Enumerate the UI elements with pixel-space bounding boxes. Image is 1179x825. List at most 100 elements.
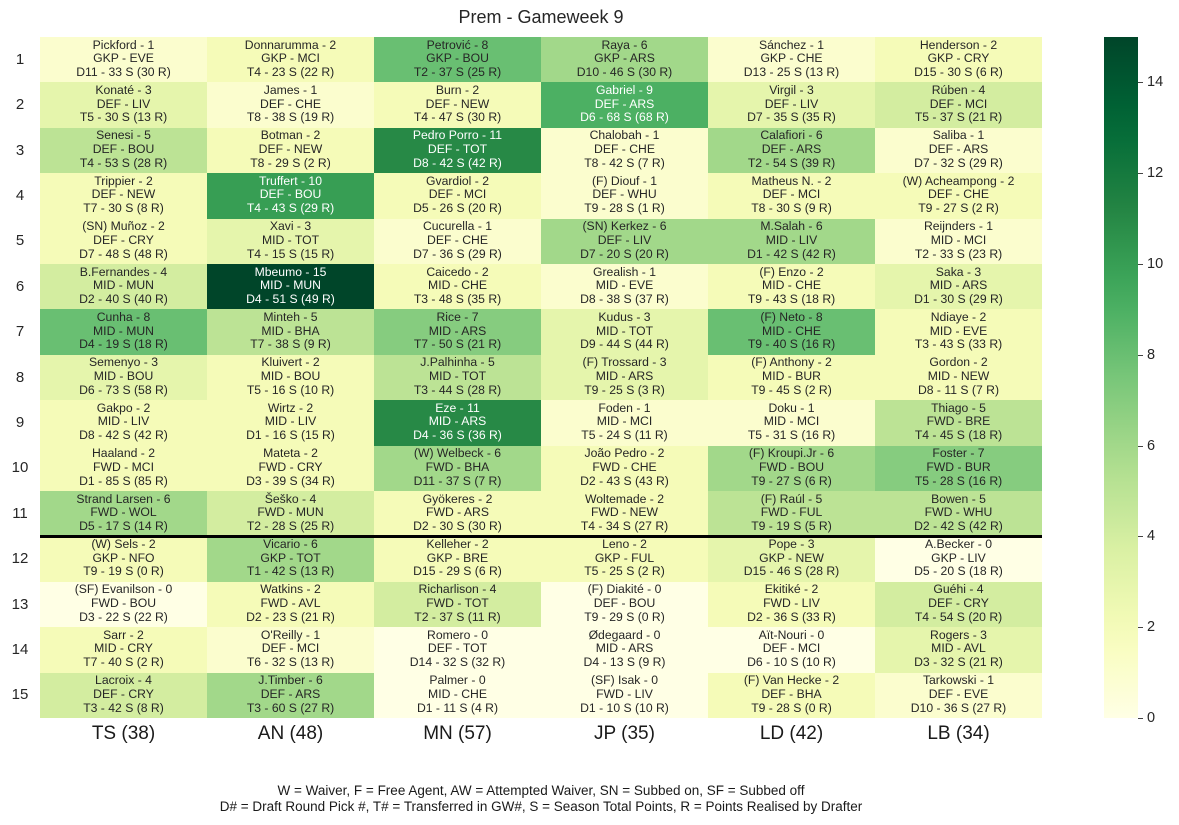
heatmap-cell: (F) Raúl - 5 FWD - FUL T9 - 19 S (5 R) [708, 491, 875, 537]
heatmap-cell: Minteh - 5 MID - BHA T7 - 38 S (9 R) [207, 309, 374, 355]
heatmap-cell: Calafiori - 6 DEF - ARS T2 - 54 S (39 R) [708, 127, 875, 174]
cell-position-team: MID - BUR [762, 369, 821, 384]
cell-position-team: DEF - CHE [594, 142, 655, 157]
cell-pick-season: D10 - 36 S (27 R) [910, 700, 1007, 715]
heatmap-cell: Rúben - 4 DEF - MCI T5 - 37 S (21 R) [875, 82, 1042, 128]
row-label: 3 [15, 141, 25, 159]
heatmap-cell: Strand Larsen - 6 FWD - WOL D5 - 17 S (14 … [40, 491, 207, 537]
cell-pick-season: D15 - 30 S (6 R) [914, 65, 1003, 80]
cell-pick-season: D3 - 39 S (34 R) [246, 473, 335, 488]
cell-player-points: Kudus - 3 [598, 309, 651, 324]
heatmap-cell: Petrović - 8 GKP - BOU T2 - 37 S (25 R) [374, 37, 541, 83]
cell-pick-season: D15 - 29 S (6 R) [413, 564, 502, 579]
heatmap-cell: Bowen - 5 FWD - WHU D2 - 42 S (42 R) [875, 491, 1042, 537]
heatmap-cell: Kudus - 3 MID - TOT D9 - 44 S (44 R) [541, 309, 708, 355]
cell-position-team: GKP - CRY [927, 51, 990, 66]
cell-position-team: DEF - EVE [928, 686, 989, 701]
colorbar-tick [1138, 82, 1143, 84]
heatmap-cell: O'Reilly - 1 DEF - MCI T6 - 32 S (13 R) [207, 627, 374, 673]
row-label: 8 [15, 368, 25, 386]
cell-position-team: FWD - AVL [260, 596, 321, 611]
cell-player-points: Trippier - 2 [94, 173, 153, 188]
cell-position-team: GKP - CHE [760, 51, 823, 66]
row-label: 11 [12, 504, 28, 522]
cell-player-points: Wirtz - 2 [267, 400, 314, 415]
heatmap-cell: Kluivert - 2 MID - BOU T5 - 16 S (10 R) [207, 354, 374, 401]
cell-pick-season: D7 - 36 S (29 R) [413, 246, 502, 261]
heatmap-cell: Foster - 7 FWD - BUR T5 - 28 S (16 R) [875, 445, 1042, 491]
cell-position-team: MID - BHA [261, 323, 320, 338]
cell-pick-season: D1 - 10 S (10 R) [580, 700, 669, 715]
cell-pick-season: D14 - 32 S (32 R) [409, 655, 506, 670]
cell-pick-season: T9 - 19 S (5 R) [751, 519, 832, 534]
cell-position-team: MID - CHE [762, 323, 821, 338]
cell-player-points: (F) Enzo - 2 [759, 264, 824, 279]
cell-position-team: MID - MUN [260, 278, 321, 293]
cell-pick-season: T2 - 37 S (11 R) [414, 609, 501, 624]
cell-pick-season: T9 - 25 S (3 R) [584, 382, 665, 397]
cell-position-team: MID - LIV [765, 232, 818, 247]
cell-position-team: DEF - NEW [258, 142, 323, 157]
heatmap-cell: Richarlison - 4 FWD - TOT T2 - 37 S (11 R) [374, 581, 541, 628]
cell-player-points: Gordon - 2 [929, 355, 988, 370]
heatmap-cell: Senesi - 5 DEF - BOU T4 - 53 S (28 R) [40, 127, 207, 174]
colorbar-tick-label: 12 [1147, 165, 1164, 182]
cell-player-points: (F) Trossard - 3 [582, 355, 667, 370]
cell-pick-season: D4 - 13 S (9 R) [583, 655, 666, 670]
cell-player-points: Ødegaard - 0 [588, 627, 661, 642]
heatmap-cell: (SN) Kerkez - 6 DEF - LIV D7 - 20 S (20 R) [541, 218, 708, 264]
cell-player-points: Rogers - 3 [930, 627, 987, 642]
cell-player-points: Calafiori - 6 [760, 128, 823, 143]
cell-position-team: DEF - ARS [260, 686, 321, 701]
heatmap-cell: Lacroix - 4 DEF - CRY T3 - 42 S (8 R) [40, 672, 207, 718]
row-label: 13 [11, 595, 29, 613]
heatmap-cell: Rogers - 3 MID - AVL D3 - 32 S (21 R) [875, 627, 1042, 673]
cell-player-points: (W) Acheampong - 2 [902, 173, 1015, 188]
cell-player-points: Saka - 3 [935, 264, 982, 279]
heatmap-cell: Pedro Porro - 11 DEF - TOT D8 - 42 S (42 R… [374, 127, 541, 174]
colorbar-tick-label: 14 [1147, 74, 1164, 91]
cell-position-team: DEF - CRY [928, 596, 989, 611]
heatmap-cell: (F) Van Hecke - 2 DEF - BHA T9 - 28 S (0 R… [708, 672, 875, 718]
cell-pick-season: T5 - 37 S (21 R) [914, 110, 1003, 125]
heatmap-cell: Saka - 3 MID - ARS D1 - 30 S (29 R) [875, 264, 1042, 310]
cell-player-points: Ekitiké - 2 [764, 582, 819, 597]
cell-position-team: DEF - ARS [594, 96, 655, 111]
cell-position-team: MID - MCI [930, 232, 987, 247]
cell-pick-season: T9 - 19 S (0 R) [83, 564, 164, 579]
cell-player-points: (W) Sels - 2 [91, 536, 156, 551]
cell-pick-season: T9 - 43 S (18 R) [747, 292, 836, 307]
heatmap-cell: Truffert - 10 DEF - BOU T4 - 43 S (29 R) [207, 173, 374, 219]
cell-player-points: (F) Raúl - 5 [760, 491, 823, 506]
cell-pick-season: T9 - 27 S (2 R) [918, 201, 999, 216]
heatmap-cell: Romero - 0 DEF - TOT D14 - 32 S (32 R) [374, 627, 541, 673]
heatmap-cell: Vicario - 6 GKP - TOT T1 - 42 S (13 R) [207, 536, 374, 582]
cell-position-team: FWD - BOU [91, 596, 156, 611]
footnote-line-2: D# = Draft Round Pick #, T# = Transferre… [219, 799, 863, 814]
cell-position-team: MID - LIV [97, 414, 150, 429]
cell-player-points: Saliba - 1 [932, 128, 985, 143]
heatmap-cell: Tarkowski - 1 DEF - EVE D10 - 36 S (27 R) [875, 672, 1042, 718]
cell-player-points: Palmer - 0 [429, 673, 486, 688]
heatmap-cell: João Pedro - 2 FWD - CHE D2 - 43 S (43 R) [541, 445, 708, 491]
cell-pick-season: T4 - 54 S (20 R) [914, 609, 1003, 624]
cell-pick-season: T9 - 28 S (0 R) [751, 700, 832, 715]
cell-player-points: Strand Larsen - 6 [76, 491, 171, 506]
heatmap-cell: Saliba - 1 DEF - ARS D7 - 32 S (29 R) [875, 127, 1042, 174]
cell-player-points: Henderson - 2 [919, 37, 998, 52]
cell-position-team: DEF - ARS [928, 142, 989, 157]
column-label: AN (48) [257, 723, 324, 744]
cell-position-team: MID - CHE [428, 686, 487, 701]
column-label: LB (34) [927, 723, 990, 744]
heatmap-cell: Ødegaard - 0 MID - ARS D4 - 13 S (9 R) [541, 627, 708, 673]
cell-pick-season: T3 - 44 S (28 R) [413, 382, 502, 397]
cell-pick-season: D1 - 85 S (85 R) [79, 473, 168, 488]
heatmap-cell: Ekitiké - 2 FWD - LIV D2 - 36 S (33 R) [708, 581, 875, 628]
heatmap-cell: (F) Enzo - 2 MID - CHE T9 - 43 S (18 R) [708, 264, 875, 310]
cell-pick-season: T2 - 37 S (25 R) [413, 65, 502, 80]
heatmap-cell: Grealish - 1 MID - EVE D8 - 38 S (37 R) [541, 264, 708, 310]
cell-position-team: FWD - ARS [426, 505, 489, 520]
colorbar-tick-label: 10 [1147, 256, 1164, 272]
cell-pick-season: D2 - 30 S (30 R) [413, 519, 502, 534]
row-label: 15 [11, 686, 29, 704]
